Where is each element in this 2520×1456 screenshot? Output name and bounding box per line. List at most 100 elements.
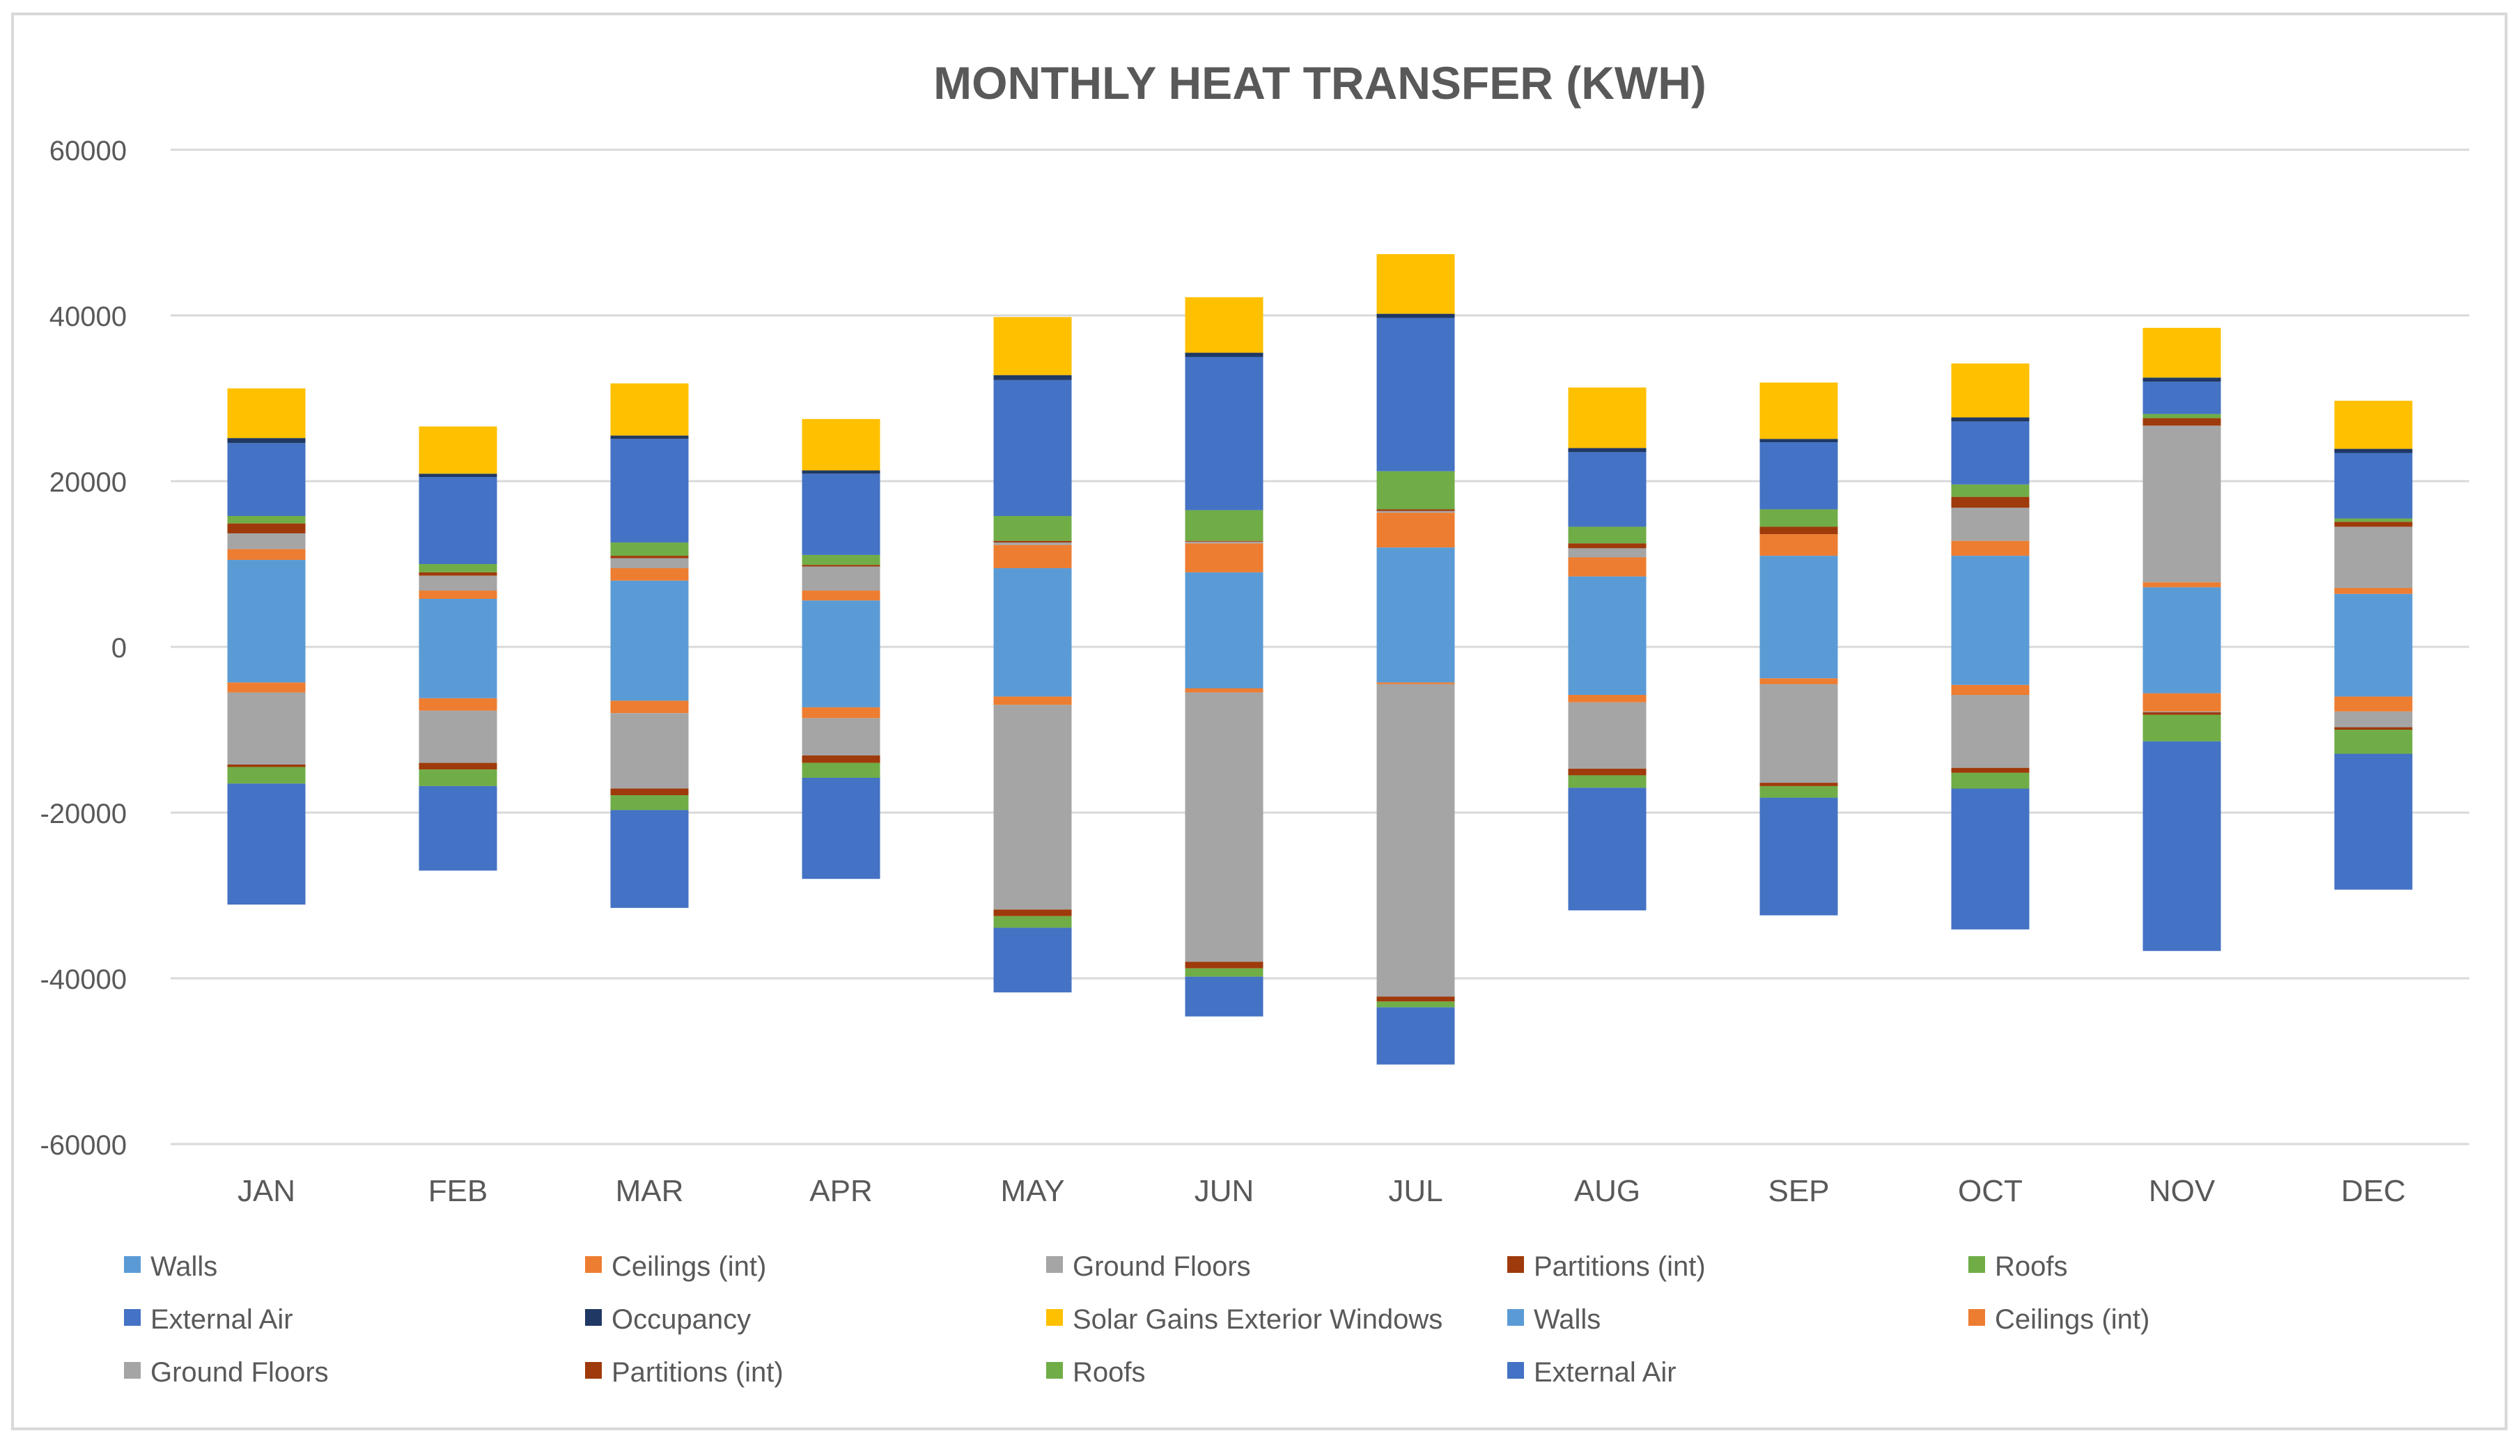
bar-segment (2334, 448, 2413, 453)
bar-segment (1185, 692, 1263, 962)
bar-segment (1376, 313, 1455, 318)
bar-segment (802, 418, 880, 471)
bar-segment (2142, 693, 2221, 712)
x-tick-label: JUL (1388, 1174, 1442, 1208)
bar-segment (1951, 772, 2030, 789)
bar-segment (610, 383, 689, 436)
legend-swatch (124, 1309, 141, 1326)
bar-segment (2142, 377, 2221, 382)
bar-segment (1951, 417, 2030, 422)
bar-segment (1568, 775, 1647, 788)
bar-segment (1568, 768, 1647, 776)
chart-title: MONTHLY HEAT TRANSFER (KWH) (933, 57, 1706, 109)
bar-segment (1759, 678, 1838, 684)
bar-segment (993, 317, 1072, 375)
bar-segment (1376, 547, 1455, 647)
bar-segment (993, 540, 1072, 543)
bar-segment (1951, 684, 2030, 696)
bar-segment (1759, 797, 1838, 916)
bar-segment (227, 692, 306, 765)
legend-swatch (124, 1362, 141, 1379)
bar-segment (1376, 471, 1455, 510)
y-tick-label: -20000 (40, 799, 127, 829)
bar-segment (2142, 582, 2221, 588)
bar-segment (802, 565, 880, 567)
bar-segment (610, 580, 689, 647)
bar-segment (227, 523, 306, 533)
bar-segment (419, 477, 497, 564)
bar-segment (1759, 526, 1838, 535)
bar-segment (227, 515, 306, 524)
bar-segment (1568, 387, 1647, 448)
bar-segment (610, 700, 689, 714)
bar-segment (610, 439, 689, 543)
bar-segment (1376, 1007, 1455, 1065)
bar-segment (993, 515, 1072, 541)
legend-label: Partitions (int) (612, 1357, 784, 1388)
bar-segment (993, 379, 1072, 516)
bar-segment (802, 470, 880, 474)
y-tick-label: 0 (111, 633, 127, 664)
bar-segment (1568, 702, 1647, 769)
bar-segment (227, 767, 306, 784)
bar-segment (1951, 695, 2030, 768)
gridlines (171, 148, 2469, 1145)
legend-label: Occupancy (612, 1304, 751, 1335)
legend-swatch (585, 1256, 602, 1273)
bar-segment (1759, 647, 1838, 679)
bar-segment (419, 785, 497, 871)
legend-label: Ground Floors (150, 1357, 329, 1388)
bar-segment (419, 698, 497, 711)
x-tick-label: SEP (1768, 1174, 1829, 1208)
bar-segment (1376, 684, 1455, 997)
x-tick-label: JUN (1195, 1174, 1254, 1208)
bar-segment (1951, 484, 2030, 497)
bar-segment (1568, 576, 1647, 647)
bar-segment (419, 762, 497, 770)
bar-segment (610, 556, 689, 558)
bar-segment (2334, 453, 2413, 519)
bar-segment (1759, 382, 1838, 439)
bar-segment (1951, 363, 2030, 418)
bar-segment (610, 435, 689, 439)
bar-segment (1568, 448, 1647, 453)
legend-swatch (1968, 1309, 1985, 1326)
bar-segment (1759, 439, 1838, 443)
bar-segment (2142, 327, 2221, 378)
bar-segment (610, 558, 689, 568)
bar-segment (2142, 647, 2221, 694)
bar-segment (1759, 785, 1838, 798)
y-axis-ticks: 60000 40000 20000 0 -20000 -40000 -60000 (40, 136, 127, 1161)
bar-segment (227, 647, 306, 683)
bar-segment (993, 916, 1072, 928)
bar-segment (2334, 518, 2413, 522)
bars (227, 253, 2413, 1065)
bar-segment (419, 710, 497, 763)
bar-segment (802, 590, 880, 601)
bar-segment (1376, 1001, 1455, 1008)
bar-segment (802, 647, 880, 707)
bar-segment (1951, 540, 2030, 556)
legend-label: Ceilings (int) (1995, 1304, 2149, 1335)
bar-segment (1185, 572, 1263, 647)
x-tick-label: OCT (1958, 1174, 2023, 1208)
bar-segment (993, 542, 1072, 545)
x-tick-label: FEB (428, 1174, 488, 1208)
y-tick-label: -60000 (40, 1130, 127, 1161)
legend-swatch (1507, 1256, 1524, 1273)
bar-segment (419, 769, 497, 786)
bar-segment (993, 705, 1072, 910)
legend-label: Ceilings (int) (612, 1251, 766, 1282)
legend: Walls Ceilings (int) Ground Floors Partitio… (124, 1251, 2149, 1388)
bar-segment (227, 682, 306, 693)
bar-segment (802, 762, 880, 778)
bar-segment (1568, 548, 1647, 558)
bar-segment (227, 783, 306, 905)
x-tick-label: APR (809, 1174, 872, 1208)
x-tick-label: JAN (238, 1174, 295, 1208)
bar-segment (610, 542, 689, 556)
legend-swatch (585, 1309, 602, 1326)
bar-segment (610, 810, 689, 908)
bar-segment (1951, 508, 2030, 541)
